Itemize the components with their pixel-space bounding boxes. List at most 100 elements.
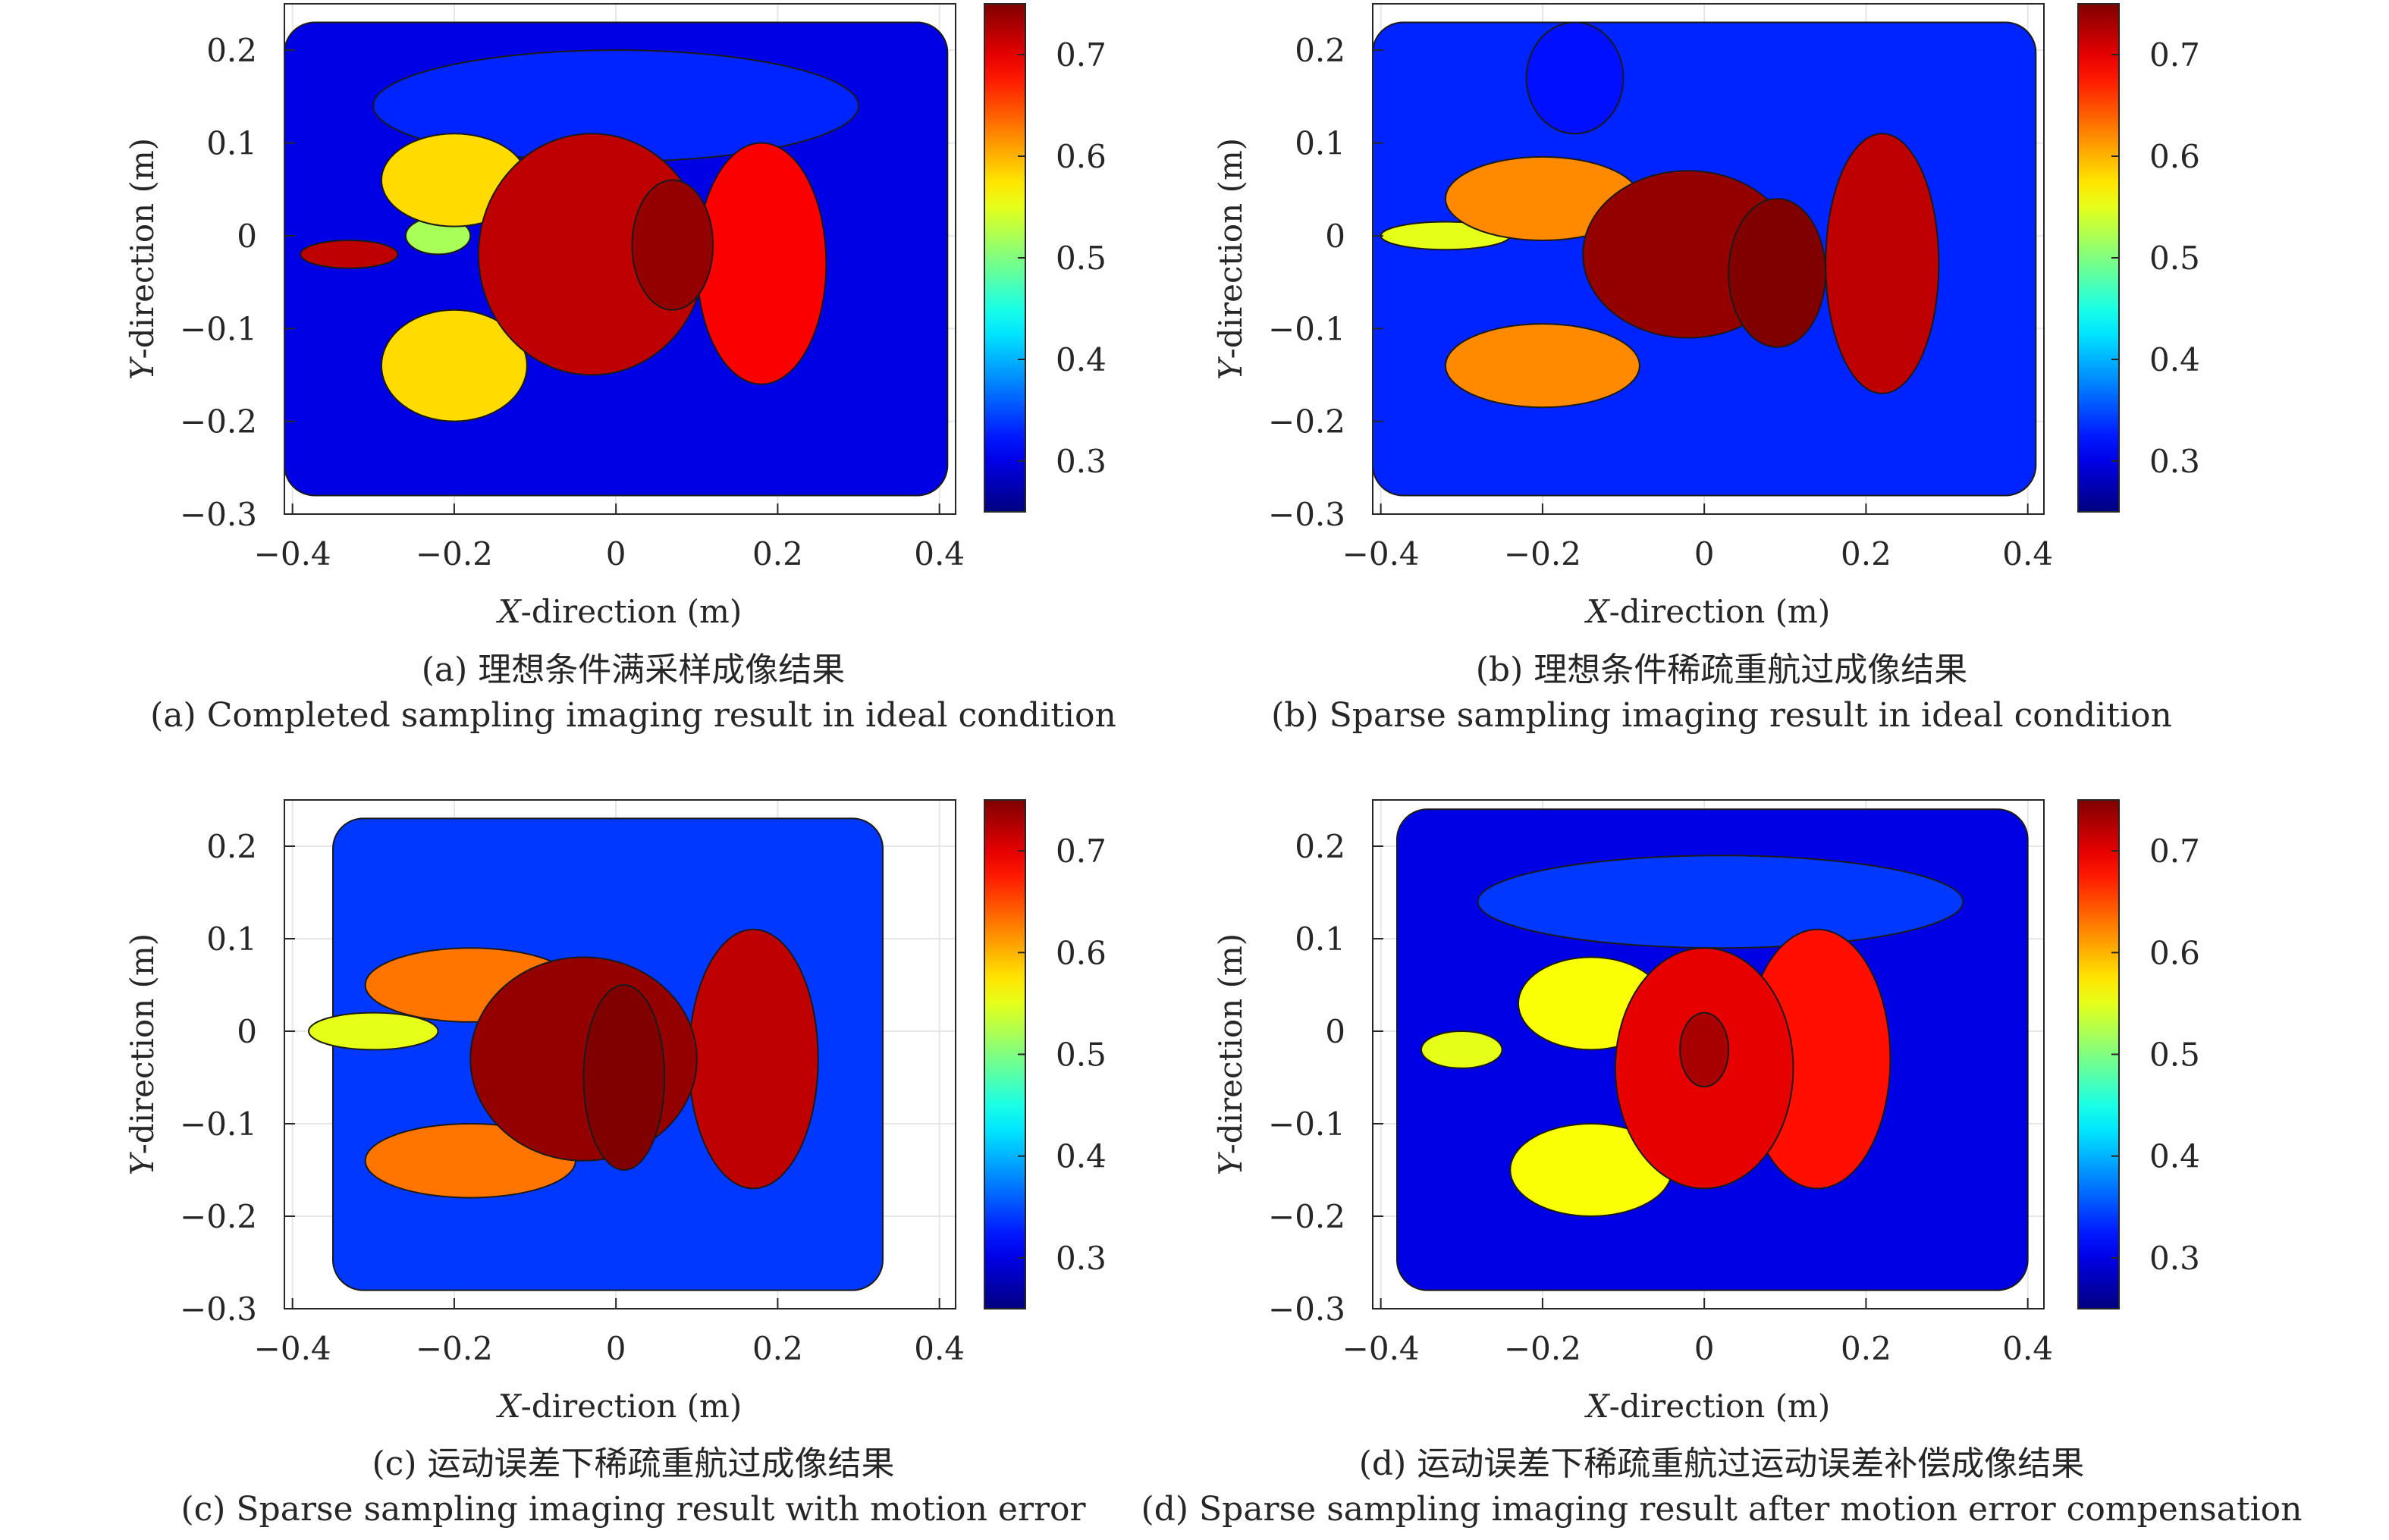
panel-b: −0.4 −0.2 0 0.2 0.4 0.2 0.1 0 −0.1 −0.2 −0.3 X-dire…	[1212, 3, 2200, 735]
colorbar-tick-label: 0.5	[1056, 240, 1107, 277]
colorbar-tick-label: 0.5	[1056, 1037, 1107, 1074]
region-patch	[380, 309, 528, 422]
colorbar: 0.7 0.6 0.5 0.4 0.3	[984, 3, 1107, 513]
x-tick-label: 0.2	[752, 535, 803, 572]
y-tick-label: −0.2	[180, 1198, 257, 1235]
axes-frame	[284, 3, 956, 515]
region-patch	[1477, 855, 1964, 949]
colorbar-tick-label: 0.3	[2149, 1240, 2200, 1277]
x-tick-label: −0.2	[416, 1330, 493, 1367]
y-axis-label: Y-direction (m)	[1212, 138, 1249, 380]
y-tick-label: −0.1	[1268, 310, 1345, 347]
y-axis-label: Y-direction (m)	[1212, 933, 1249, 1175]
caption-cn: (d) 运动误差下稀疏重航过运动误差补偿成像结果	[1359, 1444, 2084, 1483]
colorbar-tick-label: 0.7	[1056, 36, 1107, 74]
colorbar-tick-label: 0.6	[1056, 138, 1107, 175]
x-tick-label: −0.2	[1504, 1330, 1581, 1367]
x-tick-label: 0.2	[752, 1330, 803, 1367]
x-tick-label: 0.4	[914, 1330, 965, 1367]
y-tick-label: 0.1	[1295, 125, 1345, 162]
y-tick-label: 0	[237, 218, 257, 255]
caption-cn: (c) 运动误差下稀疏重航过成像结果	[372, 1444, 895, 1483]
image-regions	[1373, 21, 2037, 497]
x-tick-label: −0.4	[254, 535, 331, 572]
region-patch	[1444, 323, 1640, 409]
x-tick-label: 0	[606, 1330, 626, 1367]
x-tick-label: 0	[1694, 535, 1715, 572]
caption-cn: (a) 理想条件满采样成像结果	[422, 651, 846, 689]
x-axis-label: X-direction (m)	[496, 1388, 742, 1425]
caption-cn: (b) 理想条件稀疏重航过成像结果	[1476, 651, 1967, 689]
y-tick-label: 0.2	[1295, 32, 1345, 69]
region-patch	[582, 984, 666, 1171]
colorbar: 0.7 0.6 0.5 0.4 0.3	[2077, 3, 2200, 513]
colorbar-tick-label: 0.4	[1056, 1138, 1107, 1175]
x-tick-label: 0.2	[1841, 535, 1891, 572]
y-tick-label: 0.2	[1295, 828, 1345, 865]
colorbar-tick-label: 0.6	[1056, 934, 1107, 971]
colorbar-tick-label: 0.3	[1056, 1240, 1107, 1277]
y-tick-label: 0.1	[1295, 921, 1345, 958]
colorbar-tick-label: 0.5	[2149, 1037, 2200, 1074]
axes-frame	[284, 799, 956, 1309]
y-tick-label: 0	[1325, 218, 1345, 255]
region-patch	[695, 142, 827, 385]
image-regions	[1395, 808, 2029, 1291]
y-axis-label: Y-direction (m)	[124, 933, 161, 1175]
panel-a: −0.4 −0.2 0 0.2 0.4 0.2 0.1 0 −0.1 −0.2 −0.3 X-dire…	[124, 3, 1116, 735]
y-tick-label: −0.2	[1268, 403, 1345, 441]
caption-en: (d) Sparse sampling imaging result after…	[1141, 1490, 2303, 1529]
x-axis-label: X-direction (m)	[496, 593, 742, 630]
x-tick-label: 0.4	[914, 535, 965, 572]
y-tick-label: 0.2	[206, 828, 257, 865]
y-tick-label: −0.3	[1268, 496, 1345, 533]
y-tick-label: −0.1	[1268, 1106, 1345, 1143]
colorbar-tick-label: 0.6	[2149, 934, 2200, 971]
y-tick-label: −0.2	[1268, 1198, 1345, 1235]
colorbar-tick-label: 0.3	[2149, 443, 2200, 480]
x-tick-label: −0.2	[416, 535, 493, 572]
axes-frame	[1372, 3, 2045, 515]
region-patch	[307, 1012, 439, 1051]
y-tick-label: 0.1	[206, 921, 257, 958]
region-patch	[300, 240, 399, 269]
caption-en: (b) Sparse sampling imaging result in id…	[1271, 696, 2172, 735]
x-tick-label: −0.4	[254, 1330, 331, 1367]
y-tick-label: −0.3	[1268, 1291, 1345, 1328]
x-tick-label: −0.4	[1342, 535, 1420, 572]
y-tick-label: −0.2	[180, 403, 257, 441]
colorbar-tick-label: 0.5	[2149, 240, 2200, 277]
y-tick-label: −0.3	[180, 496, 257, 533]
colorbar-tick-label: 0.7	[2149, 833, 2200, 870]
y-tick-label: −0.1	[180, 1106, 257, 1143]
region-patch	[1525, 21, 1625, 135]
axes-frame	[1372, 799, 2045, 1309]
x-axis-label: X-direction (m)	[1584, 1388, 1830, 1425]
colorbar-tick-label: 0.4	[2149, 1138, 2200, 1175]
x-axis-label: X-direction (m)	[1584, 593, 1830, 630]
colorbar-tick-label: 0.6	[2149, 138, 2200, 175]
region-patch	[1420, 1030, 1503, 1069]
region-patch	[1825, 133, 1940, 394]
image-regions	[307, 817, 884, 1291]
y-tick-label: 0	[1325, 1013, 1345, 1050]
x-tick-label: 0.2	[1841, 1330, 1891, 1367]
region-patch	[688, 928, 819, 1190]
x-tick-label: 0.4	[2002, 1330, 2053, 1367]
x-tick-label: 0	[1694, 1330, 1715, 1367]
y-tick-label: −0.1	[180, 310, 257, 347]
colorbar-tick-label: 0.7	[1056, 833, 1107, 870]
x-tick-label: 0	[606, 535, 626, 572]
caption-en: (a) Completed sampling imaging result in…	[150, 696, 1116, 735]
region-patch	[631, 179, 714, 311]
colorbar-tick-label: 0.4	[2149, 341, 2200, 378]
region-patch	[1679, 1012, 1730, 1088]
y-tick-label: 0.2	[206, 32, 257, 69]
region-patch	[1728, 197, 1827, 348]
x-tick-label: 0.4	[2002, 535, 2053, 572]
colorbar: 0.7 0.6 0.5 0.4 0.3	[984, 799, 1107, 1309]
y-tick-label: 0.1	[206, 125, 257, 162]
colorbar: 0.7 0.6 0.5 0.4 0.3	[2077, 799, 2200, 1309]
y-tick-label: 0	[237, 1013, 257, 1050]
